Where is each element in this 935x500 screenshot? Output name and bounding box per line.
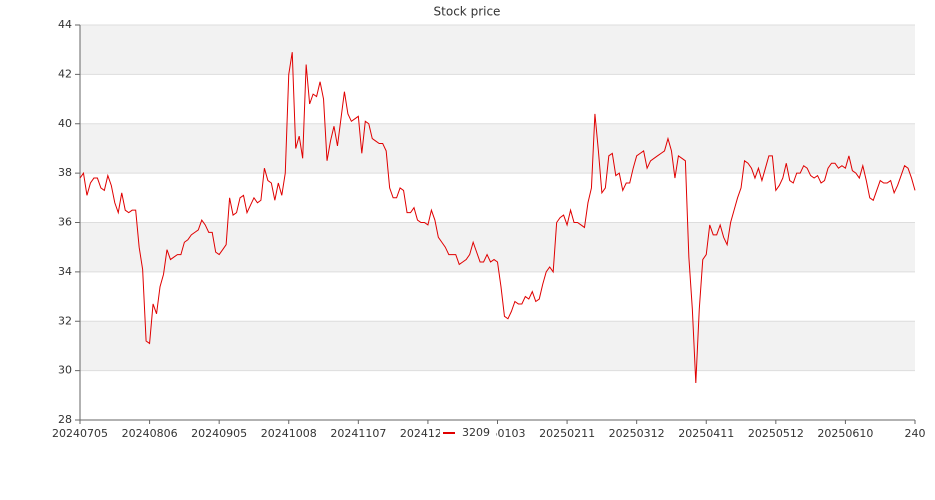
grid-band: [80, 123, 915, 174]
y-tick-label: 28: [58, 413, 72, 426]
x-tick-label: 20240806: [122, 427, 178, 440]
legend-box: [440, 425, 496, 441]
y-tick-label: 34: [58, 265, 72, 278]
chart-title: Stock price: [434, 5, 501, 19]
x-tick-label: 20241107: [330, 427, 386, 440]
y-tick-label: 40: [58, 117, 72, 130]
x-tick-label: 20250610: [817, 427, 873, 440]
line-series: [79, 52, 916, 383]
x-tick-label: 20240905: [191, 427, 247, 440]
x-tick-label: 20241008: [261, 427, 317, 440]
y-tick-label: 38: [58, 166, 72, 179]
y-tick-label: 42: [58, 67, 72, 80]
x-tick-label: 20240705: [52, 427, 108, 440]
legend-label: 3209: [462, 426, 490, 439]
y-tick-label: 44: [58, 18, 72, 31]
x-tick-label: 20250211: [539, 427, 595, 440]
x-tick-label: 20250512: [748, 427, 804, 440]
grid-band: [80, 25, 915, 75]
x-tick-label: 20250312: [609, 427, 665, 440]
y-tick-label: 36: [58, 216, 72, 229]
y-tick-label: 32: [58, 314, 72, 327]
x-tick-label: 240: [905, 427, 926, 440]
x-tick-label: 20250411: [678, 427, 734, 440]
grid-band: [80, 321, 915, 371]
y-tick-label: 30: [58, 364, 72, 377]
